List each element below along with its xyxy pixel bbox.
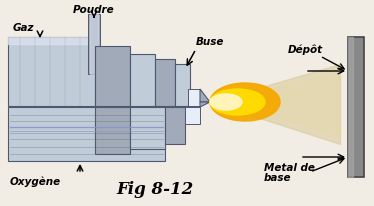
Polygon shape	[200, 103, 210, 108]
Text: base: base	[264, 172, 291, 182]
Polygon shape	[175, 65, 190, 107]
Polygon shape	[210, 84, 280, 121]
Text: Oxygène: Oxygène	[10, 176, 61, 186]
Text: Dépôt: Dépôt	[288, 44, 323, 55]
Polygon shape	[210, 90, 265, 115]
Polygon shape	[165, 108, 185, 144]
Polygon shape	[88, 15, 100, 75]
Polygon shape	[130, 108, 165, 149]
Polygon shape	[200, 90, 210, 103]
Polygon shape	[155, 60, 175, 107]
Polygon shape	[95, 108, 130, 154]
Polygon shape	[8, 108, 165, 161]
Polygon shape	[95, 47, 130, 107]
Polygon shape	[8, 38, 95, 107]
Polygon shape	[130, 55, 155, 107]
Polygon shape	[185, 108, 200, 124]
Text: Gaz: Gaz	[13, 23, 34, 33]
Text: Metal de: Metal de	[264, 162, 315, 172]
Text: Fig 8-12: Fig 8-12	[116, 181, 194, 198]
Text: Poudre: Poudre	[73, 5, 115, 15]
Polygon shape	[210, 95, 242, 110]
Polygon shape	[188, 90, 200, 107]
Text: Buse: Buse	[196, 37, 224, 47]
FancyBboxPatch shape	[348, 38, 364, 177]
